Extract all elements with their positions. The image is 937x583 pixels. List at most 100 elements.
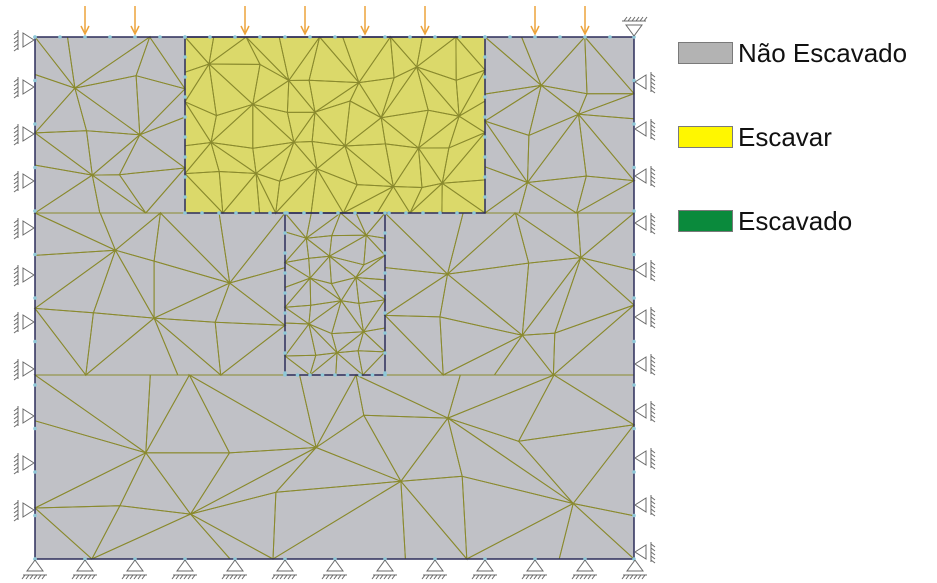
mesh-node	[183, 35, 187, 39]
legend-label-escavar: Escavar	[738, 122, 832, 152]
mesh-node	[608, 35, 612, 39]
roller-support-right	[634, 307, 656, 329]
mesh-node	[508, 35, 512, 39]
legend-swatch-nao-escavado	[678, 42, 733, 64]
mesh-node	[483, 95, 487, 99]
mesh-node	[283, 35, 287, 39]
mesh-node	[251, 211, 255, 215]
mesh-node	[233, 35, 237, 39]
roller-support-left	[13, 500, 35, 522]
mesh-node	[208, 35, 212, 39]
roller-support-left	[13, 218, 35, 240]
pinned-support-bottom	[321, 559, 347, 580]
mesh-node	[483, 55, 487, 59]
mesh-node	[295, 373, 300, 377]
mesh-node	[333, 373, 337, 377]
load-arrow	[580, 6, 590, 36]
roller-support-left	[13, 453, 35, 475]
mesh-node	[353, 211, 357, 215]
finite-element-mesh	[33, 35, 636, 561]
boundary-supports	[13, 16, 656, 580]
load-arrow	[130, 6, 140, 36]
pinned-support-bottom	[71, 559, 97, 580]
roller-support-left	[13, 30, 35, 52]
mesh-node	[404, 211, 408, 215]
mesh-node	[483, 75, 487, 79]
mesh-node	[438, 211, 442, 215]
mesh-node	[632, 296, 636, 300]
mesh-node	[632, 252, 636, 257]
mesh-node	[455, 211, 459, 215]
load-arrow	[360, 6, 370, 36]
mesh-node	[83, 35, 87, 39]
mesh-node	[632, 470, 636, 474]
mesh-node	[183, 95, 187, 99]
mesh-node	[483, 557, 487, 561]
pinned-support-bottom	[571, 559, 597, 580]
mesh-node	[183, 135, 187, 139]
mesh-node	[183, 75, 187, 79]
mesh-node	[302, 211, 306, 215]
mesh-node	[33, 252, 37, 257]
mesh-node	[233, 557, 237, 561]
roller-support-left	[13, 77, 35, 99]
mesh-node	[133, 35, 137, 39]
legend-swatch-escavado	[678, 210, 733, 232]
pinned-support-top	[622, 16, 648, 37]
mesh-node	[383, 311, 387, 315]
roller-support-left	[13, 406, 35, 428]
mesh-node	[283, 557, 287, 561]
mesh-node	[408, 35, 412, 39]
mesh-node	[370, 373, 375, 377]
mesh-node	[632, 165, 636, 170]
mesh-node	[383, 231, 387, 235]
roller-support-right	[634, 119, 656, 141]
mesh-node	[383, 373, 387, 377]
mesh-node	[33, 35, 37, 39]
mesh-node	[483, 175, 487, 179]
mesh-node	[83, 557, 87, 561]
roller-support-right	[634, 166, 656, 188]
mesh-node	[33, 470, 37, 474]
mesh-node	[283, 311, 287, 315]
mesh-node	[336, 211, 340, 215]
legend-label-nao-escavado: Não Escavado	[738, 38, 908, 68]
mesh-node	[383, 211, 387, 215]
legend: Não Escavado Escavar Escavado	[678, 38, 907, 236]
legend-item-escavado: Escavado	[678, 206, 907, 236]
mesh-node	[308, 373, 312, 377]
mesh-node	[583, 557, 587, 561]
mesh-node	[283, 211, 287, 215]
mesh-node	[333, 557, 337, 561]
mesh-node	[433, 557, 437, 561]
mesh-node	[320, 373, 325, 377]
pinned-support-bottom	[21, 559, 47, 580]
mesh-node	[632, 78, 636, 83]
mesh-node	[483, 155, 487, 159]
mesh-node	[33, 513, 37, 518]
roller-support-left	[13, 359, 35, 381]
pinned-support-bottom	[521, 559, 547, 580]
mesh-node	[421, 211, 425, 215]
mesh-node	[283, 331, 287, 335]
mesh-node	[370, 211, 374, 215]
roller-support-right	[634, 495, 656, 517]
legend-item-nao-escavado: Não Escavado	[678, 38, 907, 68]
legend-swatch-escavar	[678, 126, 733, 148]
mesh-node	[283, 351, 287, 355]
mesh-node	[183, 155, 187, 159]
pinned-support-bottom	[271, 559, 297, 580]
roller-support-right	[634, 213, 656, 235]
mesh-node	[183, 55, 187, 59]
roller-support-right	[634, 354, 656, 376]
pinned-support-bottom	[421, 559, 447, 580]
mesh-node	[632, 35, 636, 39]
mesh-node	[133, 557, 137, 561]
legend-label-escavado: Escavado	[738, 206, 853, 236]
mesh-node	[33, 78, 37, 83]
legend-item-escavar: Escavar	[678, 122, 907, 152]
mesh-node	[383, 351, 387, 355]
mesh-node	[183, 175, 187, 179]
mesh-node	[632, 426, 636, 431]
